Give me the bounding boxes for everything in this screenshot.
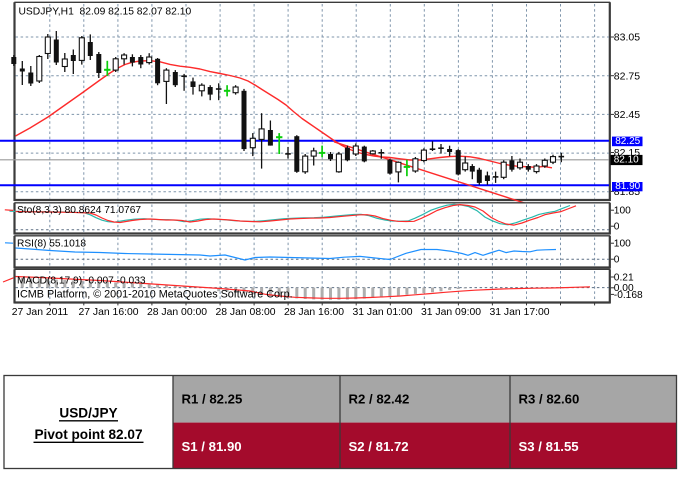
svg-text:31 Jan 01:00: 31 Jan 01:00 (352, 307, 412, 318)
svg-text:81.90: 81.90 (615, 181, 640, 192)
svg-text:31 Jan 09:00: 31 Jan 09:00 (421, 307, 481, 318)
svg-text:82.45: 82.45 (614, 109, 640, 121)
svg-text:USDJPY,H1 82.09 82.15 82.07 8: USDJPY,H1 82.09 82.15 82.07 82.10 (19, 7, 192, 18)
svg-text:100: 100 (614, 239, 631, 250)
svg-text:27 Jan 16:00: 27 Jan 16:00 (78, 307, 138, 318)
svg-text:27 Jan 2011: 27 Jan 2011 (12, 307, 69, 318)
svg-text:-0.168: -0.168 (614, 290, 643, 301)
svg-text:S3 / 81.55: S3 / 81.55 (519, 439, 579, 454)
svg-text:Pivot point 82.07: Pivot point 82.07 (34, 427, 142, 442)
svg-text:S2 / 81.72: S2 / 81.72 (349, 439, 409, 454)
svg-text:Sto(8,3,3) 80.8624 71.0767: Sto(8,3,3) 80.8624 71.0767 (17, 205, 141, 216)
svg-text:28 Jan 00:00: 28 Jan 00:00 (147, 307, 207, 318)
svg-text:82.75: 82.75 (614, 70, 640, 82)
svg-text:83.05: 83.05 (614, 32, 640, 44)
svg-text:28 Jan 16:00: 28 Jan 16:00 (284, 307, 344, 318)
svg-text:MACD(8,17,9) -0.007 -0.033: MACD(8,17,9) -0.007 -0.033 (17, 275, 146, 286)
svg-text:R3 / 82.60: R3 / 82.60 (519, 391, 580, 406)
svg-text:0.00: 0.00 (614, 283, 634, 294)
svg-text:0: 0 (614, 255, 620, 266)
svg-text:31 Jan 17:00: 31 Jan 17:00 (489, 307, 549, 318)
svg-text:28 Jan 08:00: 28 Jan 08:00 (215, 307, 275, 318)
svg-text:0.21: 0.21 (614, 272, 634, 283)
svg-text:USD/JPY: USD/JPY (59, 405, 117, 420)
svg-text:82.25: 82.25 (615, 136, 640, 147)
svg-text:0: 0 (614, 222, 620, 233)
svg-text:RSI(8) 55.1018: RSI(8) 55.1018 (17, 238, 86, 249)
svg-text:R2 / 82.42: R2 / 82.42 (349, 391, 410, 406)
svg-text:S1 / 81.90: S1 / 81.90 (182, 439, 242, 454)
svg-text:82.10: 82.10 (614, 155, 639, 166)
svg-text:ICMB Platform, © 2001-2010 Met: ICMB Platform, © 2001-2010 MetaQuotes So… (17, 289, 293, 301)
svg-text:100: 100 (614, 206, 631, 217)
svg-text:R1 / 82.25: R1 / 82.25 (182, 391, 243, 406)
